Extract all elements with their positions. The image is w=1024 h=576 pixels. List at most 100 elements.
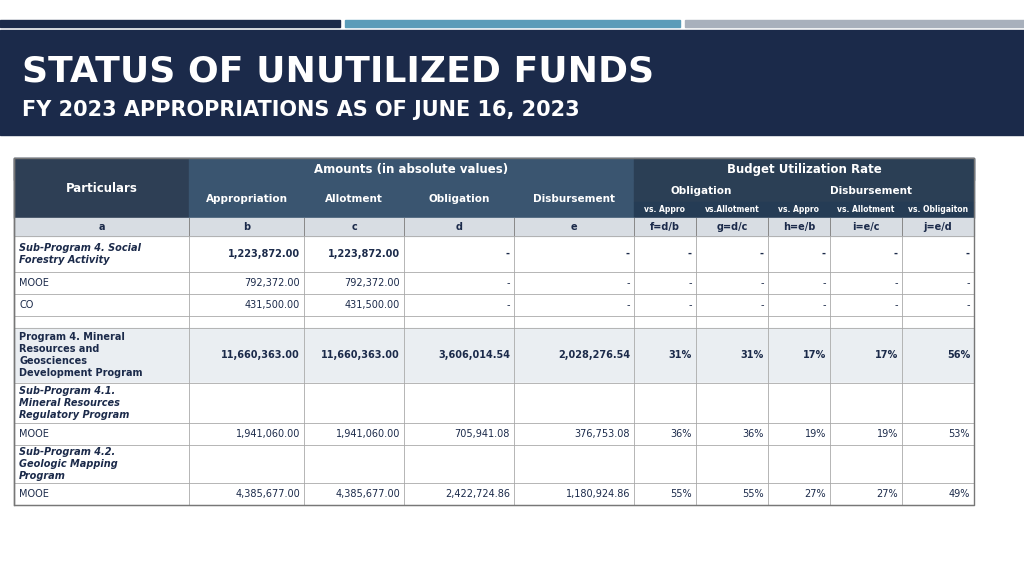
Bar — [634, 158, 974, 180]
Text: 11,660,363.00: 11,660,363.00 — [322, 351, 400, 361]
Bar — [14, 294, 974, 316]
Bar — [189, 180, 304, 218]
Text: -: - — [822, 300, 826, 310]
Text: 36%: 36% — [671, 429, 692, 439]
Text: 19%: 19% — [877, 429, 898, 439]
Bar — [0, 30, 1024, 135]
Text: Amounts (in absolute values): Amounts (in absolute values) — [314, 162, 509, 176]
Text: 49%: 49% — [948, 489, 970, 499]
Text: MOOE: MOOE — [19, 278, 49, 288]
Text: Allotment: Allotment — [325, 194, 383, 204]
Text: 56%: 56% — [947, 351, 970, 361]
Text: c: c — [351, 222, 357, 232]
Text: CO: CO — [19, 300, 34, 310]
Text: 4,385,677.00: 4,385,677.00 — [335, 489, 400, 499]
Text: vs. Obligaiton: vs. Obligaiton — [908, 206, 968, 214]
Text: a: a — [98, 222, 104, 232]
Text: -: - — [627, 300, 630, 310]
Text: -: - — [822, 278, 826, 288]
Text: vs. Allotment: vs. Allotment — [838, 206, 895, 214]
Text: -: - — [895, 300, 898, 310]
Text: vs. Appro: vs. Appro — [778, 206, 819, 214]
Bar — [14, 218, 974, 236]
Text: 431,500.00: 431,500.00 — [245, 300, 300, 310]
Text: d: d — [456, 222, 463, 232]
Text: 53%: 53% — [948, 429, 970, 439]
Text: Disbursement: Disbursement — [830, 186, 912, 196]
Text: 1,223,872.00: 1,223,872.00 — [328, 249, 400, 259]
Bar — [830, 202, 902, 218]
Text: vs. Appro: vs. Appro — [644, 206, 685, 214]
Text: 31%: 31% — [669, 351, 692, 361]
Text: -: - — [507, 300, 510, 310]
Text: -: - — [761, 278, 764, 288]
Text: 11,660,363.00: 11,660,363.00 — [221, 351, 300, 361]
Bar — [404, 180, 514, 218]
Bar — [189, 158, 634, 180]
Text: 4,385,677.00: 4,385,677.00 — [236, 489, 300, 499]
Text: Budget Utilization Rate: Budget Utilization Rate — [727, 162, 882, 176]
Text: -: - — [688, 300, 692, 310]
Bar — [304, 180, 404, 218]
Text: 27%: 27% — [805, 489, 826, 499]
Text: Sub-Program 4.1.
Mineral Resources
Regulatory Program: Sub-Program 4.1. Mineral Resources Regul… — [19, 386, 129, 420]
Text: 17%: 17% — [874, 351, 898, 361]
Text: j=e/d: j=e/d — [924, 222, 952, 232]
Text: 3,606,014.54: 3,606,014.54 — [438, 351, 510, 361]
Text: 31%: 31% — [740, 351, 764, 361]
Text: b: b — [243, 222, 250, 232]
Text: -: - — [761, 300, 764, 310]
Text: -: - — [627, 278, 630, 288]
Text: 376,753.08: 376,753.08 — [574, 429, 630, 439]
Bar — [14, 236, 974, 272]
Text: -: - — [966, 249, 970, 259]
Text: -: - — [506, 249, 510, 259]
Text: i=e/c: i=e/c — [852, 222, 880, 232]
Bar — [345, 20, 680, 27]
Bar — [634, 180, 768, 202]
Text: -: - — [688, 278, 692, 288]
Bar — [685, 20, 1024, 27]
Text: Program 4. Mineral
Resources and
Geosciences
Development Program: Program 4. Mineral Resources and Geoscie… — [19, 332, 142, 378]
Text: 1,941,060.00: 1,941,060.00 — [336, 429, 400, 439]
Text: f=d/b: f=d/b — [650, 222, 680, 232]
Text: -: - — [822, 249, 826, 259]
Bar — [514, 180, 634, 218]
Bar — [902, 202, 974, 218]
Text: 55%: 55% — [742, 489, 764, 499]
Text: -: - — [507, 278, 510, 288]
Text: -: - — [895, 278, 898, 288]
Bar — [14, 158, 974, 180]
Text: FY 2023 APPROPRIATIONS AS OF JUNE 16, 2023: FY 2023 APPROPRIATIONS AS OF JUNE 16, 20… — [22, 100, 580, 120]
Text: 705,941.08: 705,941.08 — [455, 429, 510, 439]
Bar — [768, 202, 830, 218]
Text: Obligation: Obligation — [671, 186, 732, 196]
Text: 1,180,924.86: 1,180,924.86 — [565, 489, 630, 499]
Text: Appropriation: Appropriation — [206, 194, 288, 204]
Text: Disbursement: Disbursement — [534, 194, 615, 204]
Bar — [14, 445, 974, 483]
Text: -: - — [688, 249, 692, 259]
Bar — [634, 202, 696, 218]
Text: h=e/b: h=e/b — [782, 222, 815, 232]
Text: -: - — [967, 300, 970, 310]
Text: 55%: 55% — [671, 489, 692, 499]
Text: 1,223,872.00: 1,223,872.00 — [228, 249, 300, 259]
Bar — [0, 20, 340, 27]
Text: 2,028,276.54: 2,028,276.54 — [558, 351, 630, 361]
Text: 431,500.00: 431,500.00 — [345, 300, 400, 310]
Bar — [14, 423, 974, 445]
Bar — [696, 202, 768, 218]
Bar — [768, 180, 974, 202]
Text: 2,422,724.86: 2,422,724.86 — [445, 489, 510, 499]
Text: Obligation: Obligation — [428, 194, 489, 204]
Text: 17%: 17% — [803, 351, 826, 361]
Text: vs.Allotment: vs.Allotment — [705, 206, 760, 214]
Bar — [14, 483, 974, 505]
Text: 36%: 36% — [742, 429, 764, 439]
Bar — [14, 383, 974, 423]
Text: MOOE: MOOE — [19, 489, 49, 499]
Text: e: e — [570, 222, 578, 232]
Text: 792,372.00: 792,372.00 — [245, 278, 300, 288]
Text: 792,372.00: 792,372.00 — [344, 278, 400, 288]
